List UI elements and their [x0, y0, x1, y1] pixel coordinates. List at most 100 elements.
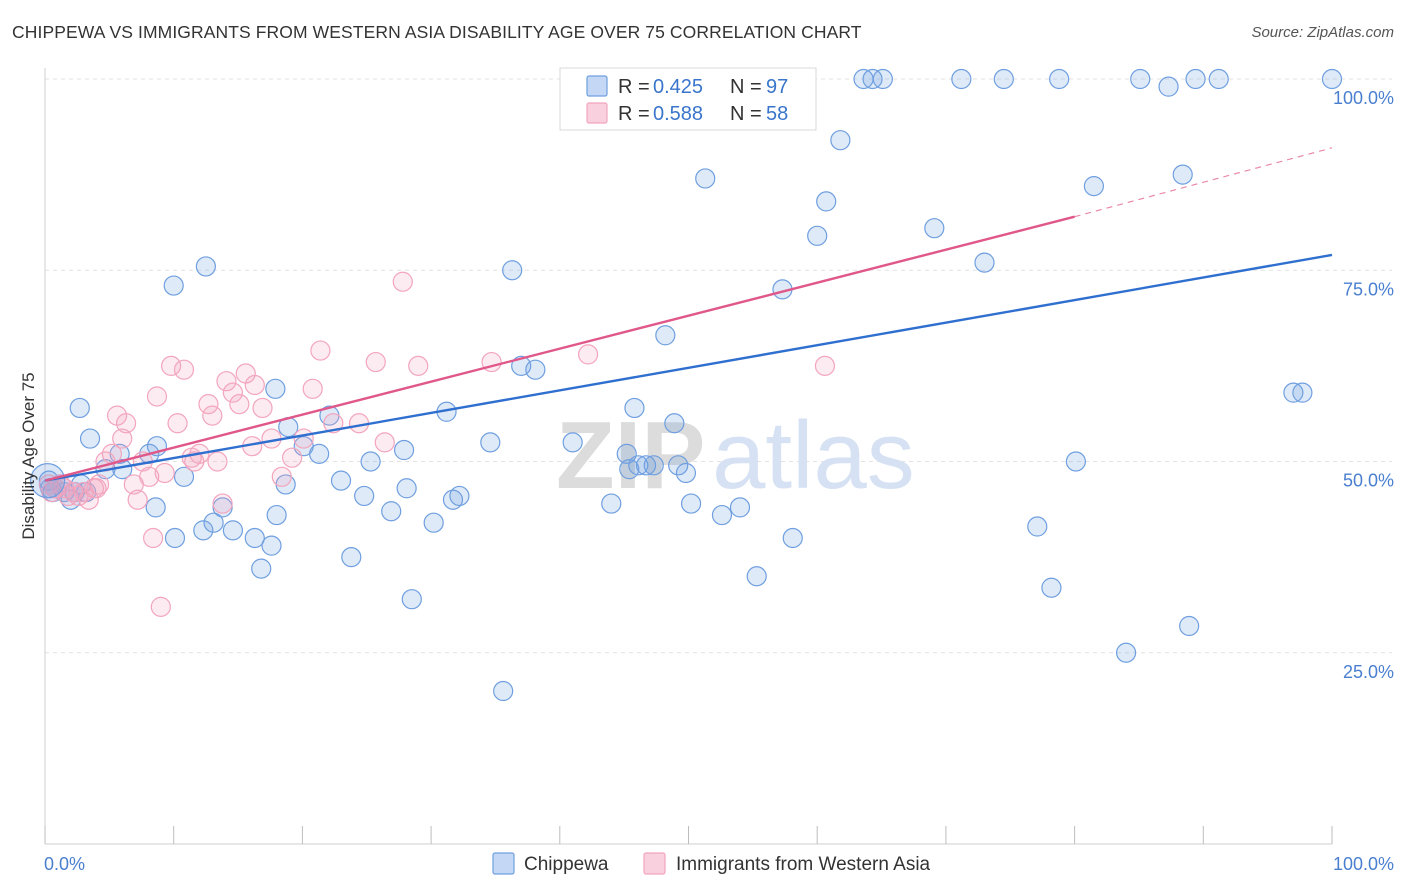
x-tick-label-min: 0.0% [44, 854, 85, 874]
chippewa-point-52 [601, 493, 622, 514]
chippewa-point-20 [193, 520, 214, 541]
western-asia-point-47 [310, 340, 331, 361]
western-asia-point-32 [202, 405, 223, 426]
chippewa-point-44 [442, 489, 464, 510]
chippewa-point-96 [195, 256, 216, 277]
chippewa-point-39 [393, 439, 415, 461]
legend-n-value-western-asia: 58 [766, 103, 788, 125]
chippewa-point-79 [993, 68, 1014, 90]
western-asia-point-57 [86, 478, 107, 499]
chippewa-point-90 [1185, 68, 1206, 90]
chippewa-point-72 [830, 130, 851, 151]
chippewa-point-26 [261, 535, 282, 556]
chippewa-point-37 [360, 451, 381, 472]
chippewa-point-40 [396, 478, 417, 499]
chippewa-point-81 [1041, 577, 1062, 598]
chippewa-point-88 [1172, 164, 1193, 185]
western-asia-point-36 [222, 382, 244, 403]
chippewa-point-66 [729, 497, 751, 518]
western-asia-point-23 [150, 596, 171, 617]
chippewa-point-45 [449, 485, 470, 507]
chippewa-point-59 [655, 325, 676, 346]
western-asia-point-18 [127, 489, 148, 510]
trend-lines [44, 147, 1333, 482]
chippewa-point-34 [330, 470, 352, 491]
western-asia-trend-extension [1074, 147, 1333, 218]
chippewa-point-94 [1321, 68, 1343, 90]
chippewa-point-82 [1049, 68, 1070, 90]
chippewa-point-25 [251, 558, 272, 579]
chippewa-point-19 [173, 466, 195, 487]
chippewa-point-69 [782, 527, 803, 549]
chippewa-point-80 [1027, 516, 1048, 537]
western-asia-point-43 [271, 466, 292, 487]
chippewa-point-63 [680, 493, 702, 514]
chippewa-point-95 [163, 275, 184, 296]
western-asia-point-20 [139, 466, 160, 487]
western-asia-point-16 [115, 413, 137, 434]
chippewa-point-93 [1292, 382, 1313, 403]
y-tick-label-100: 100.0% [1333, 88, 1394, 108]
western-asia-point-55 [578, 344, 599, 365]
chippewa-point-48 [502, 260, 523, 281]
chippewa-point-15 [145, 497, 166, 518]
chippewa-point-60 [664, 413, 685, 434]
y-tick-label-25: 25.0% [1343, 662, 1394, 682]
western-asia-point-27 [173, 359, 195, 380]
chippewa-point-32 [309, 443, 330, 464]
chippewa-point-89 [1179, 615, 1200, 637]
chippewa-point-57 [635, 455, 657, 476]
chippewa-point-11 [79, 428, 101, 449]
western-asia-point-40 [244, 374, 265, 396]
chippewa-point-21 [203, 512, 224, 533]
chippewa-point-78 [974, 252, 995, 273]
chippewa-point-51 [562, 432, 583, 453]
legend-swatch-chippewa [586, 75, 608, 97]
legend-r-value-chippewa: 0.425 [653, 76, 703, 98]
top-legend: R = 0.425 N = 97 R = 0.588 N = 58 [559, 67, 817, 131]
western-asia-point-35 [216, 371, 237, 392]
chippewa-point-70 [807, 225, 828, 246]
western-asia-point-34 [212, 493, 233, 514]
western-asia-point-48 [323, 413, 344, 434]
legend-swatch-western-asia [586, 102, 608, 124]
western-asia-point-53 [408, 355, 429, 376]
bottom-legend-label-western-asia: Immigrants from Western Asia [676, 854, 931, 875]
western-asia-point-22 [146, 386, 168, 407]
western-asia-point-44 [282, 447, 303, 468]
chippewa-point-58 [643, 455, 664, 476]
chippewa-point-42 [423, 512, 444, 533]
x-tick-label-max: 100.0% [1333, 854, 1394, 874]
western-asia-point-41 [252, 397, 273, 419]
western-asia-point-46 [302, 378, 323, 399]
chippewa-point-85 [1115, 642, 1137, 663]
chart-source: Source: ZipAtlas.com [1251, 24, 1394, 41]
chippewa-point-29 [265, 378, 286, 399]
western-asia-point-25 [161, 355, 182, 376]
chippewa-point-46 [480, 432, 501, 453]
chippewa-trend-line [44, 253, 1333, 482]
chippewa-point-77 [951, 68, 972, 90]
western-asia-point-11 [88, 474, 110, 495]
chippewa-point-87 [1158, 76, 1179, 97]
western-asia-trend-line [44, 215, 1075, 482]
chippewa-point-86 [1130, 68, 1151, 90]
y-tick-label-75: 75.0% [1343, 279, 1394, 299]
western-asia-point-37 [229, 394, 250, 415]
chippewa-point-74 [862, 68, 883, 90]
y-axis-label: Disability Age Over 75 [19, 372, 38, 539]
y-tick-label-50: 50.0% [1343, 471, 1394, 491]
chippewa-point-65 [711, 504, 733, 526]
western-asia-point-15 [112, 428, 133, 449]
x-ticks [44, 826, 1333, 844]
western-asia-point-31 [198, 394, 219, 415]
bottom-legend-swatch-chippewa [492, 852, 515, 875]
data-points [29, 68, 1343, 702]
legend-r-label-chippewa: R = [618, 76, 650, 98]
chippewa-point-64 [695, 168, 716, 189]
western-asia-point-33 [207, 451, 228, 472]
legend-n-value-chippewa: 97 [766, 76, 788, 98]
western-asia-point-52 [392, 271, 413, 292]
chippewa-point-35 [341, 547, 362, 568]
